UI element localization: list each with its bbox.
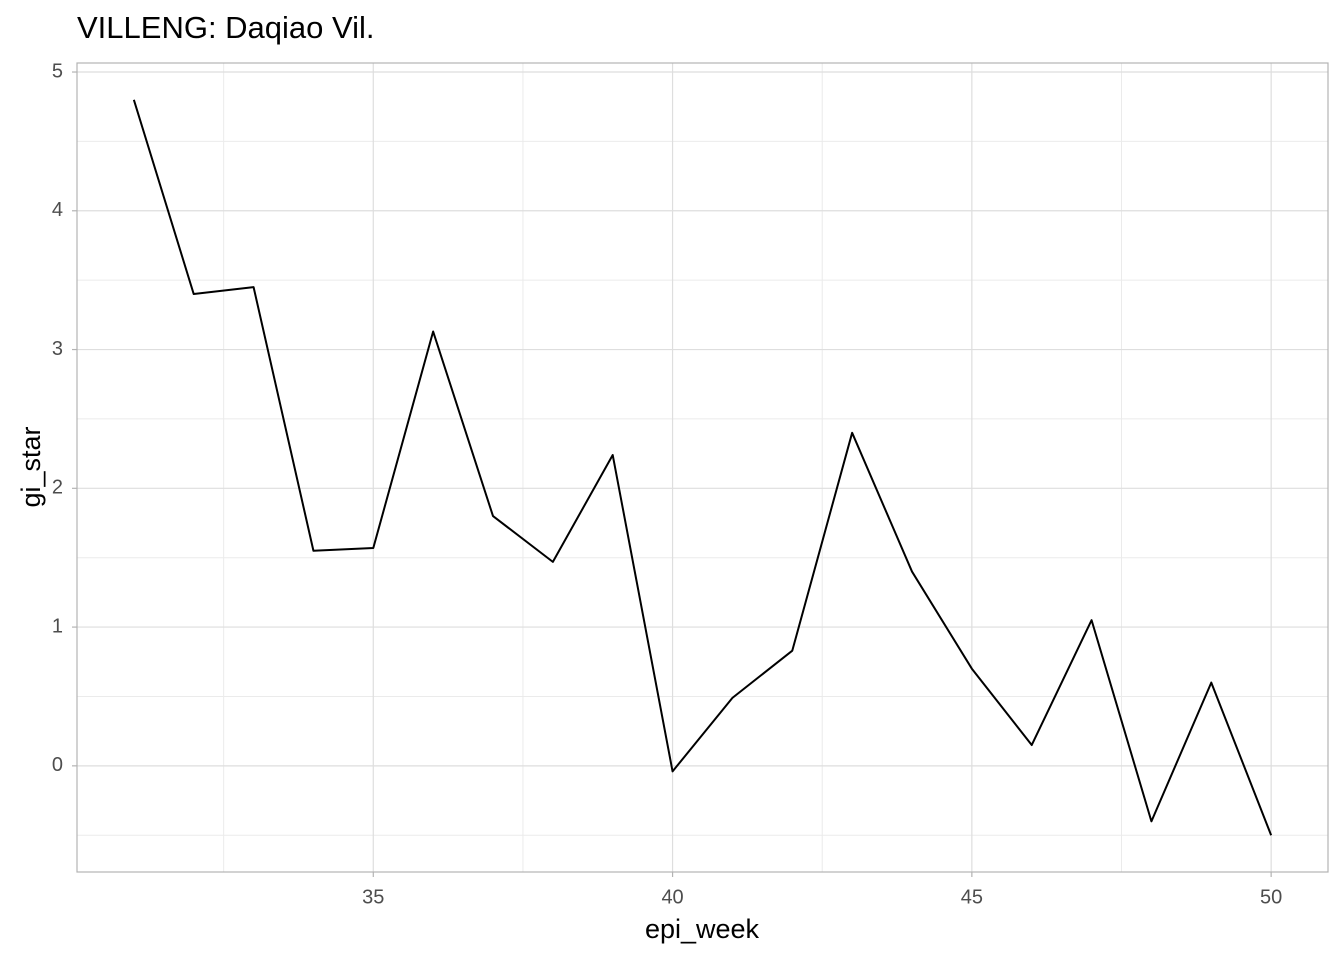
y-tick-label: 5 [52,60,63,82]
chart-title: VILLENG: Daqiao Vil. [77,10,375,45]
x-tick-label: 40 [661,886,683,908]
x-tick-label: 35 [362,886,384,908]
x-tick-label: 45 [961,886,983,908]
x-tick-label: 50 [1260,886,1282,908]
y-tick-label: 4 [52,199,63,221]
y-tick-label: 2 [52,477,63,499]
x-axis-title: epi_week [645,914,760,944]
y-tick-label: 0 [52,754,63,776]
y-tick-label: 3 [52,338,63,360]
panel-border [76,62,1329,873]
y-axis-title: gi_star [16,426,46,507]
line [132,99,1273,836]
y-tick-label: 1 [52,615,63,637]
